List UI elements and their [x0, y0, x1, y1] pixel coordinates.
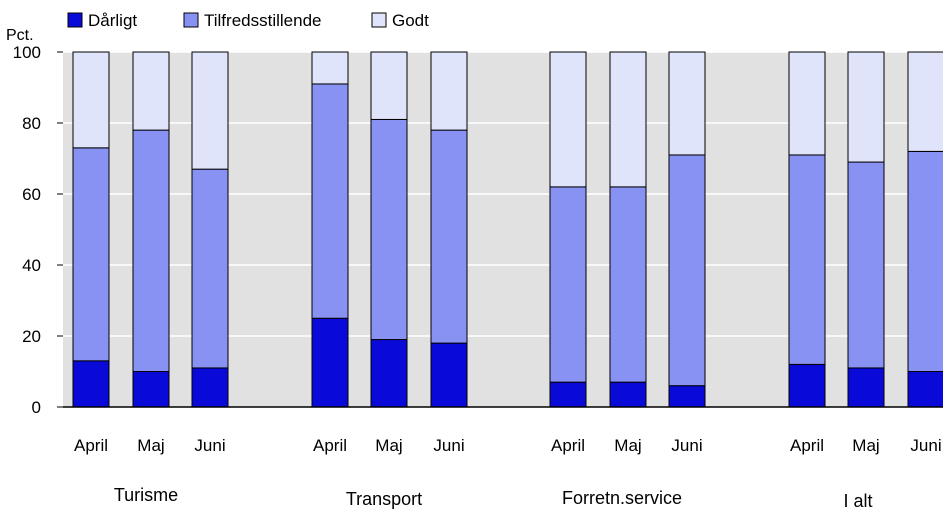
x-category-label: April	[313, 436, 347, 455]
bar-segment-godt	[609, 51, 647, 188]
axes	[57, 51, 943, 408]
x-category-label: April	[74, 436, 108, 455]
bar-segment-dårligt	[847, 367, 885, 408]
bar-segment-dårligt	[788, 363, 826, 408]
bar-segment-godt	[847, 51, 885, 163]
bar-segment-dårligt	[191, 367, 229, 408]
bar-segment-godt	[788, 51, 826, 156]
bar-segment-tilfredsstillende	[430, 129, 468, 344]
bar-segment-tilfredsstillende	[311, 83, 349, 319]
legend-swatch	[183, 12, 199, 28]
group-labels: Turisme Transport Forretn.service I alt	[114, 485, 873, 509]
x-category-label: Maj	[852, 436, 879, 455]
bar-segment-tilfredsstillende	[132, 129, 170, 372]
bar-segment-dårligt	[609, 381, 647, 408]
bar-segment-godt	[72, 51, 110, 149]
bar-segment-tilfredsstillende	[72, 147, 110, 362]
y-tick-label: 80	[22, 114, 41, 133]
bar-segment-godt	[907, 51, 943, 152]
bar-segment-tilfredsstillende	[788, 154, 826, 365]
y-tick-label: 60	[22, 185, 41, 204]
bar-segment-godt	[430, 51, 468, 131]
bar-segment-godt	[549, 51, 587, 188]
bar-segment-dårligt	[311, 317, 349, 408]
group-label: Transport	[346, 489, 422, 509]
legend-label: Dårligt	[88, 11, 137, 30]
bars	[72, 51, 943, 408]
bar-segment-tilfredsstillende	[191, 168, 229, 369]
bar-segment-tilfredsstillende	[609, 186, 647, 383]
bar-segment-tilfredsstillende	[549, 186, 587, 383]
x-category-label: April	[790, 436, 824, 455]
bar-segment-tilfredsstillende	[847, 161, 885, 369]
bar-segment-godt	[370, 51, 408, 120]
y-tick-labels: 0 20 40 60 80 100	[13, 43, 41, 417]
bar-segment-godt	[311, 51, 349, 85]
bar-segment-godt	[668, 51, 706, 156]
x-category-labels: April Maj Juni April Maj Juni April Maj Juni Apri…	[74, 436, 942, 455]
bar-segment-dårligt	[549, 381, 587, 408]
x-category-label: Juni	[671, 436, 702, 455]
x-category-label: April	[551, 436, 585, 455]
legend-swatch	[67, 12, 83, 28]
group-label: I alt	[843, 491, 872, 509]
bar-segment-dårligt	[907, 371, 943, 408]
y-tick-label: 100	[13, 43, 41, 62]
x-category-label: Maj	[375, 436, 402, 455]
bar-segment-tilfredsstillende	[907, 150, 943, 372]
legend-label: Godt	[392, 11, 429, 30]
x-category-label: Juni	[433, 436, 464, 455]
y-tick-label: 20	[22, 327, 41, 346]
legend: Dårligt Tilfredsstillende Godt	[67, 11, 429, 30]
bar-segment-tilfredsstillende	[668, 154, 706, 387]
x-category-label: Juni	[194, 436, 225, 455]
y-unit-label: Pct.	[6, 27, 34, 44]
bar-segment-dårligt	[132, 371, 170, 408]
group-label: Turisme	[114, 485, 178, 505]
bar-segment-tilfredsstillende	[370, 118, 408, 341]
y-tick-label: 40	[22, 256, 41, 275]
x-category-label: Maj	[614, 436, 641, 455]
x-category-label: Maj	[137, 436, 164, 455]
y-tick-label: 0	[32, 398, 41, 417]
bar-segment-godt	[191, 51, 229, 170]
legend-label: Tilfredsstillende	[204, 11, 321, 30]
bar-segment-dårligt	[668, 385, 706, 408]
bar-segment-godt	[132, 51, 170, 131]
bar-segment-dårligt	[72, 360, 110, 408]
legend-swatch	[371, 12, 387, 28]
x-category-label: Juni	[910, 436, 941, 455]
bar-segment-dårligt	[430, 342, 468, 408]
group-label: Forretn.service	[562, 488, 682, 508]
bar-segment-dårligt	[370, 339, 408, 408]
